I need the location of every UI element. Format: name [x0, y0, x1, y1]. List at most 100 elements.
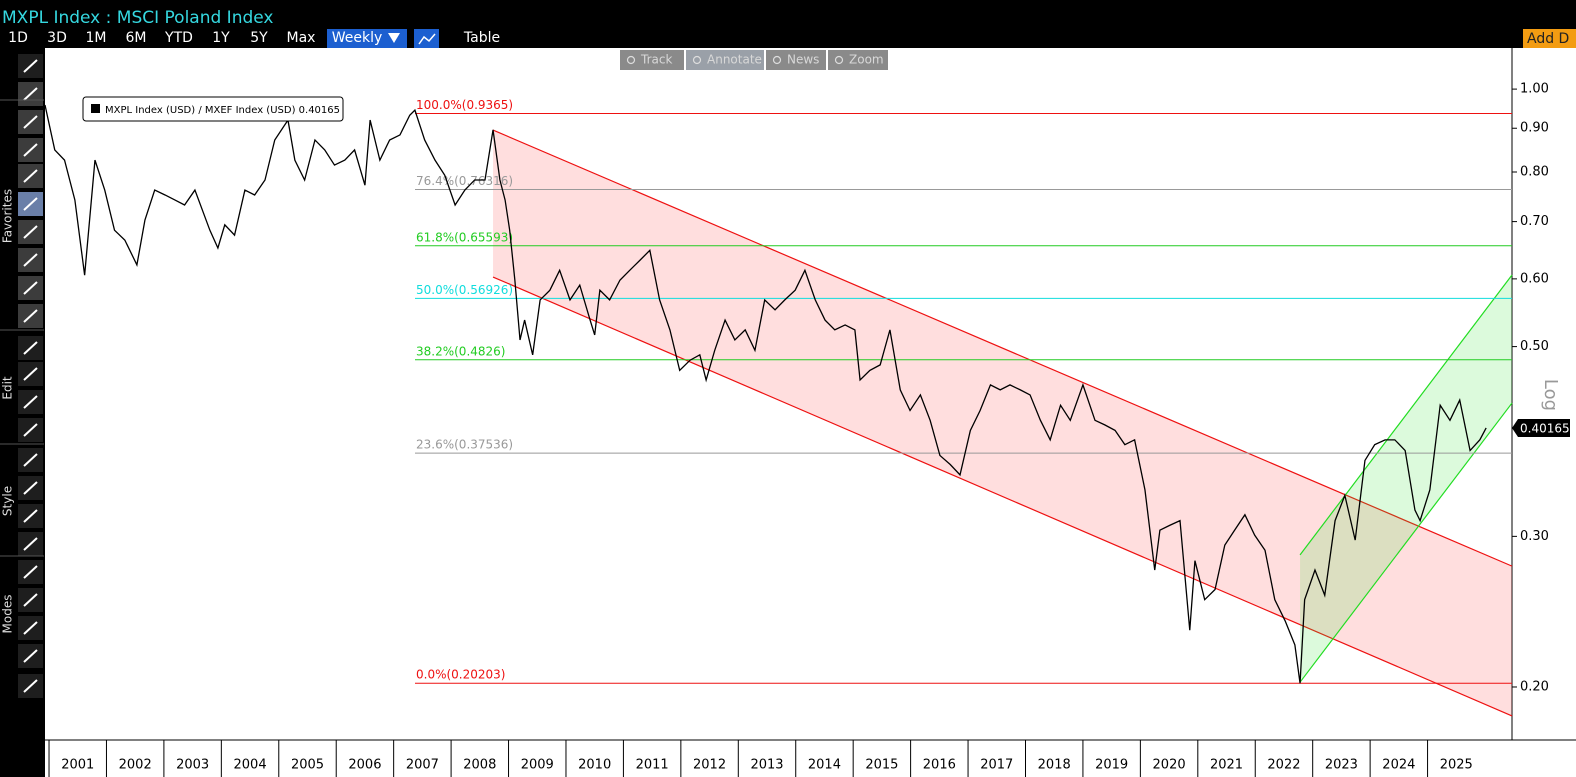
- fib-level-label: 61.8%(0.65593): [416, 230, 513, 244]
- frequency-label[interactable]: Weekly: [332, 30, 383, 46]
- y-tick-label: 0.60: [1520, 271, 1549, 286]
- last-value-box: [1512, 418, 1570, 437]
- x-tick-label: 2004: [234, 758, 267, 773]
- tool-icon: [23, 225, 38, 239]
- period-button[interactable]: YTD: [164, 30, 193, 46]
- channel-line: [1299, 274, 1513, 556]
- y-tick-label: 0.70: [1520, 214, 1549, 229]
- tool-icon: [23, 367, 38, 381]
- tool-icon: [23, 115, 38, 129]
- chart-tool-button[interactable]: [766, 50, 826, 70]
- x-tick-label: 2009: [521, 758, 554, 773]
- tool-icon: [23, 537, 38, 551]
- chart-type-icon: [418, 33, 436, 45]
- tool-icon: [23, 649, 38, 663]
- channel-line: [492, 276, 1513, 717]
- fib-level-label: 76.4%(0.76316): [416, 174, 513, 188]
- tool-icon: [23, 59, 38, 73]
- period-button[interactable]: 6M: [126, 30, 147, 46]
- plot-area: [45, 48, 1512, 740]
- chart-tool-icon: [692, 55, 702, 65]
- x-tick-label: 2023: [1325, 758, 1358, 773]
- tool-icon: [23, 169, 38, 183]
- x-tick-label: 2020: [1153, 758, 1186, 773]
- tool-icon: [23, 423, 38, 437]
- x-tick-label: 2011: [636, 758, 669, 773]
- x-tick-label: 2002: [119, 758, 152, 773]
- period-button[interactable]: 1D: [8, 30, 28, 46]
- price-line: [44, 104, 1487, 684]
- x-axis-panel: [45, 740, 1576, 777]
- legend-swatch: [91, 104, 100, 113]
- period-button[interactable]: 5Y: [250, 30, 268, 46]
- period-button[interactable]: 1Y: [212, 30, 230, 46]
- tool-icon: [23, 281, 38, 295]
- tool-icon: [23, 87, 38, 101]
- fib-level-label: 0.0%(0.20203): [416, 668, 505, 682]
- tool-icon: [23, 481, 38, 495]
- tool-icon: [23, 621, 38, 635]
- x-tick-label: 2003: [176, 758, 209, 773]
- x-tick-label: 2008: [463, 758, 496, 773]
- chart-tool-icon: [772, 55, 782, 65]
- tool-icon: [23, 253, 38, 267]
- x-tick-label: 2014: [808, 758, 841, 773]
- x-tick-label: 2024: [1382, 758, 1415, 773]
- legend-series-name: MXPL Index (USD) / MXEF Index (USD): [105, 105, 296, 116]
- toolbar-section-label: Style: [1, 486, 15, 516]
- chart-tool-label[interactable]: Track: [640, 53, 672, 67]
- x-tick-label: 2016: [923, 758, 956, 773]
- tool-icon: [23, 593, 38, 607]
- tool-icon: [23, 309, 38, 323]
- fib-level-label: 50.0%(0.56926): [416, 283, 513, 297]
- add-button[interactable]: [1523, 29, 1576, 48]
- chart-tool-label[interactable]: Zoom: [849, 53, 884, 67]
- channel-line: [1299, 402, 1513, 683]
- chart-tool-button[interactable]: [828, 50, 888, 70]
- x-tick-label: 2019: [1095, 758, 1128, 773]
- chart-tool-icon: [834, 55, 844, 65]
- tool-icon: [23, 143, 38, 157]
- x-tick-label: 2005: [291, 758, 324, 773]
- tool-icon: [23, 679, 38, 693]
- add-button-label[interactable]: Add D: [1527, 31, 1569, 47]
- channel-fill: [1300, 274, 1512, 683]
- last-value-label: 0.40165: [1520, 421, 1570, 435]
- x-tick-label: 2025: [1440, 758, 1473, 773]
- frequency-button[interactable]: [327, 29, 407, 48]
- tool-icon: [23, 509, 38, 523]
- legend-text: MXPL Index (USD) / MXEF Index (USD) 0.40…: [105, 105, 340, 116]
- y-tick-label: 0.30: [1520, 529, 1549, 544]
- period-button[interactable]: 3D: [47, 30, 67, 46]
- x-tick-label: 2021: [1210, 758, 1243, 773]
- dropdown-arrow: [388, 33, 400, 43]
- x-tick-label: 2012: [693, 758, 726, 773]
- period-button[interactable]: 1M: [86, 30, 107, 46]
- x-tick-label: 2018: [1038, 758, 1071, 773]
- chart-tool-label[interactable]: Annotate: [707, 53, 762, 67]
- y-tick-label: 1.00: [1520, 82, 1549, 97]
- chart-tool-label[interactable]: News: [787, 53, 819, 67]
- y-axis-panel: [1512, 48, 1576, 740]
- period-button[interactable]: Max: [287, 30, 316, 46]
- x-tick-label: 2017: [980, 758, 1013, 773]
- x-tick-label: 2010: [578, 758, 611, 773]
- legend-last-value: 0.40165: [299, 105, 340, 116]
- x-tick-label: 2013: [750, 758, 783, 773]
- table-button[interactable]: Table: [463, 30, 500, 46]
- y-tick-label: 0.80: [1520, 164, 1549, 179]
- tool-icon: [23, 341, 38, 355]
- chart-tool-button[interactable]: [620, 50, 684, 70]
- toolbar-section-label: Modes: [1, 595, 15, 634]
- chart-tool-icon: [626, 55, 636, 65]
- y-axis-label: Log: [1540, 379, 1561, 411]
- tool-icon: [23, 197, 38, 211]
- x-tick-label: 2022: [1267, 758, 1300, 773]
- tool-icon: [23, 395, 38, 409]
- chart-tool-button[interactable]: [686, 50, 764, 70]
- y-tick-label: 0.20: [1520, 679, 1549, 694]
- x-tick-label: 2007: [406, 758, 439, 773]
- fib-level-label: 23.6%(0.37536): [416, 438, 513, 452]
- channel-line: [492, 129, 1513, 567]
